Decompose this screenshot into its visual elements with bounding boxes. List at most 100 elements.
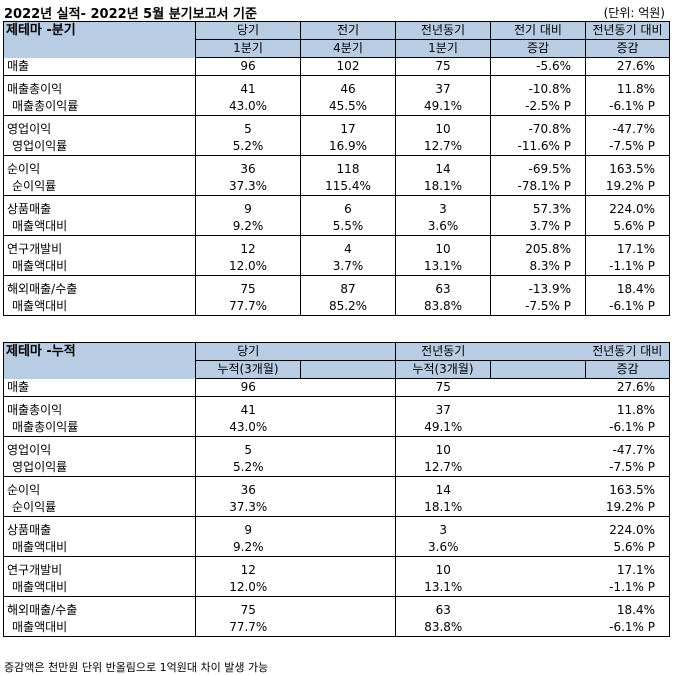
value-cell: 63 <box>395 602 491 619</box>
spacer-row <box>3 516 670 522</box>
spacer-cell <box>195 476 301 482</box>
row-label: 순이익률 <box>3 178 196 196</box>
value-cell: 57.3% <box>490 201 586 218</box>
value-cell: -1.1% P <box>585 579 670 597</box>
value-cell: 6 <box>300 201 396 218</box>
table-row: 연구개발비 12 4 10 205.8% 17.1% <box>3 241 670 258</box>
value-cell <box>300 499 396 517</box>
table-row: 매출액대비 77.7% 85.2% 83.8% -7.5% P -6.1% P <box>3 298 670 316</box>
table-row: 순이익 36 14 163.5% <box>3 482 670 499</box>
value-cell: -70.8% <box>490 121 586 138</box>
row-label: 영업이익률 <box>3 459 196 477</box>
row-label: 영업이익 <box>3 442 196 459</box>
header-row: 제테마 -분기 당기 전기 전년동기 전기 대비 전년동기 대비 <box>3 21 670 58</box>
value-cell <box>300 562 396 579</box>
value-cell: 115.4% <box>300 178 396 196</box>
value-cell <box>490 499 586 517</box>
value-cell: 63 <box>395 281 491 298</box>
value-cell <box>300 378 396 397</box>
column-header-sub: 4분기 <box>300 39 396 58</box>
value-cell: 18.1% <box>395 178 491 196</box>
spacer-cell <box>395 436 491 442</box>
spacer-cell <box>585 155 670 161</box>
value-cell: 41 <box>195 402 301 419</box>
value-cell: -6.1% P <box>585 419 670 437</box>
spacer-row <box>3 596 670 602</box>
value-cell: -2.5% P <box>490 98 586 116</box>
spacer-row <box>3 436 670 442</box>
value-cell: 4 <box>300 241 396 258</box>
header-row: 제테마 -누적 당기 전년동기 전년동기 대비 <box>3 342 670 379</box>
value-cell <box>300 402 396 419</box>
value-cell: 43.0% <box>195 419 301 437</box>
table-row: 매출액대비 9.2% 5.5% 3.6% 3.7% P 5.6% P <box>3 218 670 236</box>
spacer-cell <box>585 396 670 402</box>
value-cell <box>490 459 586 477</box>
row-label: 매출액대비 <box>3 218 196 236</box>
value-cell: -13.9% <box>490 281 586 298</box>
unit-label: (단위: 억원) <box>603 6 665 20</box>
value-cell: -11.6% P <box>490 138 586 156</box>
value-cell: 12 <box>195 562 301 579</box>
value-cell: 41 <box>195 81 301 98</box>
value-cell: 11.8% <box>585 402 670 419</box>
table-row: 매출 96 102 75 -5.6% 27.6% <box>3 57 670 76</box>
spacer-cell <box>585 115 670 121</box>
footnote: 증감액은 천만원 단위 반올림으로 1억원대 차이 발생 가능 <box>4 661 269 674</box>
spacer-row <box>3 275 670 281</box>
value-cell: 75 <box>395 57 491 76</box>
value-cell: 3.7% <box>300 258 396 276</box>
value-cell <box>491 562 586 579</box>
table-row: 매출액대비 12.0% 3.7% 13.1% 8.3% P -1.1% P <box>3 258 670 276</box>
value-cell: 17 <box>300 121 396 138</box>
value-cell: 49.1% <box>395 98 491 116</box>
value-cell: 13.1% <box>395 258 491 276</box>
table-row: 상품매출 9 6 3 57.3% 224.0% <box>3 201 670 218</box>
value-cell: 37.3% <box>195 499 301 517</box>
value-cell <box>300 619 396 637</box>
value-cell: 17.1% <box>585 241 670 258</box>
value-cell <box>490 619 586 637</box>
table-row: 매출액대비 12.0% 13.1% -1.1% P <box>3 579 670 597</box>
value-cell: 18.4% <box>585 281 670 298</box>
value-cell: 77.7% <box>195 298 301 316</box>
table-row: 순이익 36 118 14 -69.5% 163.5% <box>3 161 670 178</box>
row-label: 매출총이익률 <box>3 419 196 437</box>
value-cell: -6.1% P <box>585 298 670 316</box>
column-header <box>300 342 396 361</box>
value-cell: -7.5% P <box>585 138 670 156</box>
value-cell <box>491 602 586 619</box>
value-cell: 37.3% <box>195 178 301 196</box>
value-cell: 13.1% <box>395 579 491 597</box>
spacer-cell <box>585 516 670 522</box>
value-cell: 96 <box>195 378 301 397</box>
value-cell: 85.2% <box>300 298 396 316</box>
value-cell: 9.2% <box>195 539 301 557</box>
header-row: 1분기 4분기 1분기 증감 증감 <box>4 39 670 58</box>
value-cell <box>490 378 586 397</box>
value-cell <box>300 442 396 459</box>
table-row: 매출총이익 41 37 11.8% <box>3 402 670 419</box>
value-cell: 9.2% <box>195 218 301 236</box>
value-cell <box>300 579 396 597</box>
value-cell: 10 <box>395 562 491 579</box>
value-cell: 12.0% <box>195 258 301 276</box>
value-cell: 16.9% <box>300 138 396 156</box>
value-cell: -47.7% <box>585 442 670 459</box>
value-cell: -78.1% P <box>490 178 586 196</box>
column-header-sub <box>300 360 396 379</box>
header-row: 누적(3개월) 누적(3개월) 증감 <box>4 360 670 379</box>
table-row: 매출 96 75 27.6% <box>3 378 670 397</box>
value-cell: 18.1% <box>395 499 491 517</box>
value-cell: -5.6% <box>490 57 586 76</box>
value-cell: 19.2% P <box>585 499 670 517</box>
value-cell: 77.7% <box>195 619 301 637</box>
value-cell: 205.8% <box>490 241 586 258</box>
quarter-table: 제테마 -분기 당기 전기 전년동기 전기 대비 전년동기 대비 1분기 4분기 1분기 증감 증감… <box>3 21 670 316</box>
value-cell: -6.1% P <box>585 98 670 116</box>
value-cell: 96 <box>195 57 301 76</box>
value-cell: -47.7% <box>585 121 670 138</box>
title-row: 2022년 실적- 2022년 5월 분기보고서 기준 (단위: 억원) <box>4 2 669 22</box>
value-cell <box>300 419 396 437</box>
spacer-row <box>3 235 670 241</box>
